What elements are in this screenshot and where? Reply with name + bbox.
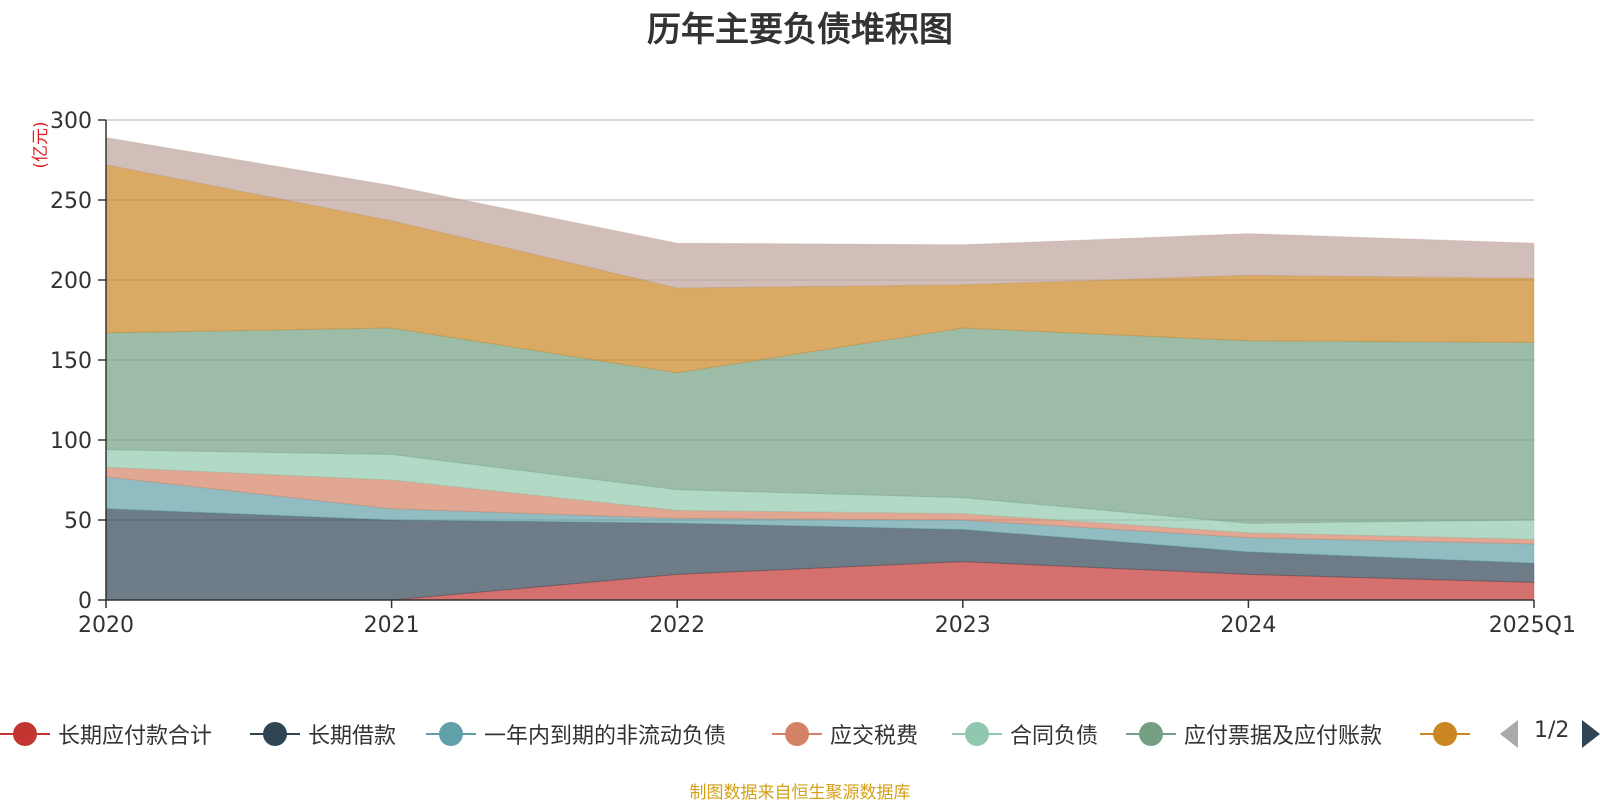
legend-label: 一年内到期的非流动负债 [484,724,727,749]
x-tick-label: 2020 [78,613,134,638]
chart-title: 历年主要负债堆积图 [647,10,953,50]
x-tick-label: 2023 [935,613,991,638]
legend-marker-icon [952,716,1002,752]
y-tick-label: 150 [50,349,92,374]
legend-marker-icon [772,716,822,752]
legend-page-indicator: 1/2 [1534,718,1570,743]
data-source-note: 制图数据来自恒生聚源数据库 [689,783,911,803]
legend-marker-icon [0,716,50,752]
legend-pager: 1/2 [1500,716,1600,752]
y-tick-label: 0 [78,589,92,614]
legend-item-4[interactable]: 应交税费 [772,716,918,752]
legend-item-3[interactable]: 一年内到期的非流动负债 [426,716,726,752]
legend-item-2[interactable]: 长期借款 [250,716,396,752]
legend-label: 合同负债 [1010,724,1099,749]
x-tick-label: 2022 [649,613,705,638]
x-tick-label: 2024 [1220,613,1276,638]
legend-label: 应交税费 [830,724,919,749]
area-series-8[interactable] [105,137,1535,289]
legend-item-5[interactable]: 合同负债 [952,716,1098,752]
legend-marker-icon [250,716,300,752]
y-axis-label: (亿元) [31,121,51,168]
legend-marker-icon [426,716,476,752]
legend-marker-icon [1126,716,1176,752]
legend: 长期应付款合计 长期借款 一年内到期的非流动负债 应交税费 合同负债 应付票据及应付账款 [0,716,1600,752]
legend-item-1[interactable]: 长期应付款合计 [0,716,212,752]
axes [98,119,1535,608]
y-tick-label: 250 [50,189,92,214]
tick-labels: 0 50 100 150 200 250 300 2020 2021 2022 2023 2024 20… [50,109,1576,638]
legend-label: 应付票据及应付账款 [1184,724,1383,749]
legend-label: 长期借款 [308,724,397,749]
y-tick-label: 200 [50,269,92,294]
prev-page-icon[interactable] [1500,720,1518,748]
y-tick-label: 300 [50,109,92,134]
legend-item-7[interactable] [1420,716,1470,752]
legend-marker-icon [1420,716,1470,752]
next-page-icon[interactable] [1582,720,1600,748]
x-tick-label: 2025Q1 [1489,613,1576,638]
legend-label: 长期应付款合计 [58,724,213,749]
y-tick-label: 100 [50,429,92,454]
x-tick-label: 2021 [364,613,420,638]
legend-item-6[interactable]: 应付票据及应付账款 [1126,716,1382,752]
area-series [105,137,1535,601]
y-tick-label: 50 [64,509,92,534]
